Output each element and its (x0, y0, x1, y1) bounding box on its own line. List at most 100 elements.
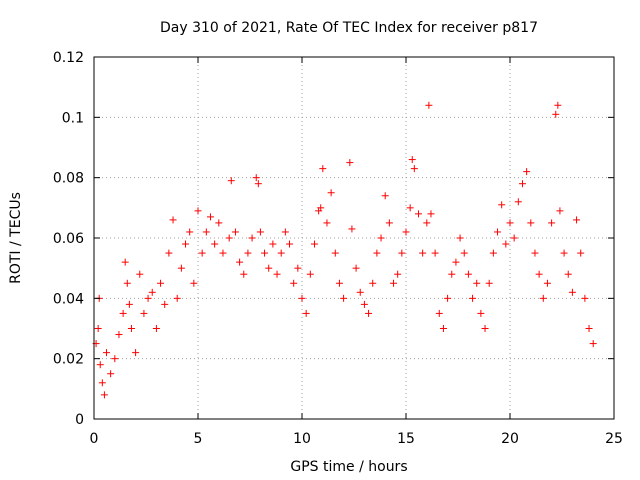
data-point (177, 264, 185, 272)
data-point (489, 249, 497, 257)
data-point (360, 300, 368, 308)
y-axis-label: ROTI / TECUs (8, 192, 24, 284)
data-point (423, 219, 431, 227)
data-point (473, 279, 481, 287)
data-point (448, 270, 456, 278)
data-point (252, 174, 260, 182)
data-point (306, 270, 314, 278)
data-point (286, 240, 294, 248)
x-tick-label: 5 (194, 431, 203, 447)
data-point (261, 249, 269, 257)
data-point (539, 294, 547, 302)
data-point (552, 110, 560, 118)
data-point (518, 180, 526, 188)
data-point (202, 228, 210, 236)
data-point (294, 264, 302, 272)
x-tick-label: 10 (293, 431, 311, 447)
data-point (335, 279, 343, 287)
data-point (435, 309, 443, 317)
data-point (510, 234, 518, 242)
y-tick-label: 0.08 (53, 171, 84, 187)
data-point (132, 349, 140, 357)
data-point (585, 325, 593, 332)
data-point (548, 219, 556, 227)
y-tick-label: 0.12 (53, 50, 84, 66)
data-point (227, 177, 235, 185)
data-point (331, 249, 339, 257)
data-point (543, 279, 551, 287)
data-point (240, 270, 248, 278)
data-point (502, 240, 510, 248)
data-point (236, 258, 244, 266)
data-point (419, 249, 427, 257)
data-point (161, 300, 169, 308)
data-point (444, 294, 452, 302)
data-point (111, 355, 119, 363)
data-point (302, 309, 310, 317)
data-point (277, 249, 285, 257)
data-point (452, 258, 460, 266)
data-point (102, 349, 110, 357)
data-point (319, 165, 327, 173)
y-tick-label: 0.02 (53, 352, 84, 368)
data-point (215, 219, 223, 227)
data-point (581, 294, 589, 302)
x-axis-tick-labels: 0 5 10 15 20 25 (90, 431, 623, 447)
y-tick-label: 0.06 (53, 231, 84, 247)
data-point (100, 391, 108, 399)
grid-lines (94, 57, 614, 419)
data-point (340, 294, 348, 302)
data-point (165, 249, 173, 257)
data-point (373, 249, 381, 257)
data-point (248, 234, 256, 242)
data-point (535, 270, 543, 278)
data-point (402, 228, 410, 236)
data-point (425, 101, 433, 109)
data-point (190, 279, 198, 287)
data-point (119, 309, 127, 317)
data-point (514, 198, 522, 206)
data-point (356, 288, 364, 296)
data-point (560, 249, 568, 257)
data-point (414, 210, 422, 218)
data-point (182, 240, 190, 248)
chart-title: Day 310 of 2021, Rate Of TEC Index for r… (160, 20, 538, 36)
x-tick-label: 20 (501, 431, 519, 447)
data-point (125, 300, 133, 308)
data-point (198, 249, 206, 257)
data-point (94, 325, 102, 332)
data-point (365, 309, 373, 317)
data-point (573, 216, 581, 224)
y-tick-label: 0 (75, 412, 84, 428)
data-point (254, 180, 262, 188)
data-point (577, 249, 585, 257)
data-point (398, 249, 406, 257)
y-tick-label: 0.1 (62, 110, 84, 126)
data-point (531, 249, 539, 257)
data-point (323, 219, 331, 227)
data-point (140, 309, 148, 317)
data-point (460, 249, 468, 257)
data-point (169, 216, 177, 224)
data-point (477, 309, 485, 317)
data-point (281, 228, 289, 236)
data-point (265, 264, 273, 272)
data-point (152, 325, 160, 332)
data-point (127, 325, 135, 332)
data-point (369, 279, 377, 287)
data-point (206, 213, 214, 221)
data-point (427, 210, 435, 218)
data-point (123, 279, 131, 287)
data-point (506, 219, 514, 227)
data-point (485, 279, 493, 287)
data-point (310, 240, 318, 248)
x-tick-label: 25 (605, 431, 623, 447)
data-point (385, 219, 393, 227)
data-point (352, 264, 360, 272)
data-point (96, 361, 104, 369)
data-point (256, 228, 264, 236)
y-axis-tick-labels: 0 0.02 0.04 0.06 0.08 0.1 0.12 (53, 50, 84, 428)
data-point (157, 279, 165, 287)
data-point (431, 249, 439, 257)
